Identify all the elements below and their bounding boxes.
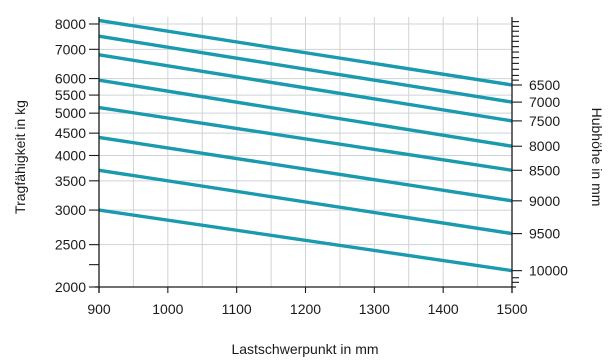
x-axis-title: Lastschwerpunkt in mm	[231, 341, 378, 357]
y-tick-label: 2500	[55, 237, 86, 253]
series-line-1	[98, 18, 513, 87]
y-tick-label: 4000	[55, 147, 86, 163]
series-line-2	[98, 34, 513, 104]
x-tick-label: 1400	[428, 301, 459, 317]
series-line-6	[98, 135, 513, 203]
y-tick-label: 5000	[55, 105, 86, 121]
series-line-3	[98, 53, 513, 123]
y2-tick-label: 6500	[529, 77, 560, 93]
series-line-5	[98, 105, 513, 172]
y2-tick-label: 10000	[529, 263, 568, 279]
x-tick-label: 1200	[290, 301, 321, 317]
series-line-7	[98, 168, 513, 236]
y2-tick-label: 8500	[529, 162, 560, 178]
x-tick-label: 900	[87, 301, 111, 317]
x-tick-label: 1300	[359, 301, 390, 317]
series-line-8	[98, 208, 513, 273]
x-tick-label: 1100	[222, 301, 252, 317]
grid	[99, 17, 512, 287]
y2-tick-label: 7000	[529, 94, 560, 110]
y-tick-label: 6000	[55, 71, 86, 87]
y2-tick-label: 8000	[529, 138, 560, 154]
x-tick-label: 1500	[496, 301, 527, 317]
y-tick-label: 2000	[55, 279, 86, 295]
x-tick-label: 1000	[152, 301, 183, 317]
y-tick-label: 3000	[55, 202, 86, 218]
series-line-4	[98, 78, 513, 148]
y-tick-label: 3500	[55, 173, 86, 189]
y-tick-label: 8000	[55, 16, 86, 32]
y-axis-title: Tragfähigkeit in kg	[12, 100, 28, 214]
y2-tick-label: 9000	[529, 193, 560, 209]
y-tick-label: 5500	[55, 87, 86, 103]
y2-tick-label: 7500	[529, 113, 560, 129]
y-tick-label: 4500	[55, 125, 86, 141]
series-group	[98, 18, 513, 273]
y-tick-label: 7000	[55, 41, 86, 57]
axes	[89, 17, 522, 293]
y2-axis-title: Hubhöhe in mm	[589, 108, 605, 207]
y2-tick-label: 9500	[529, 226, 560, 242]
